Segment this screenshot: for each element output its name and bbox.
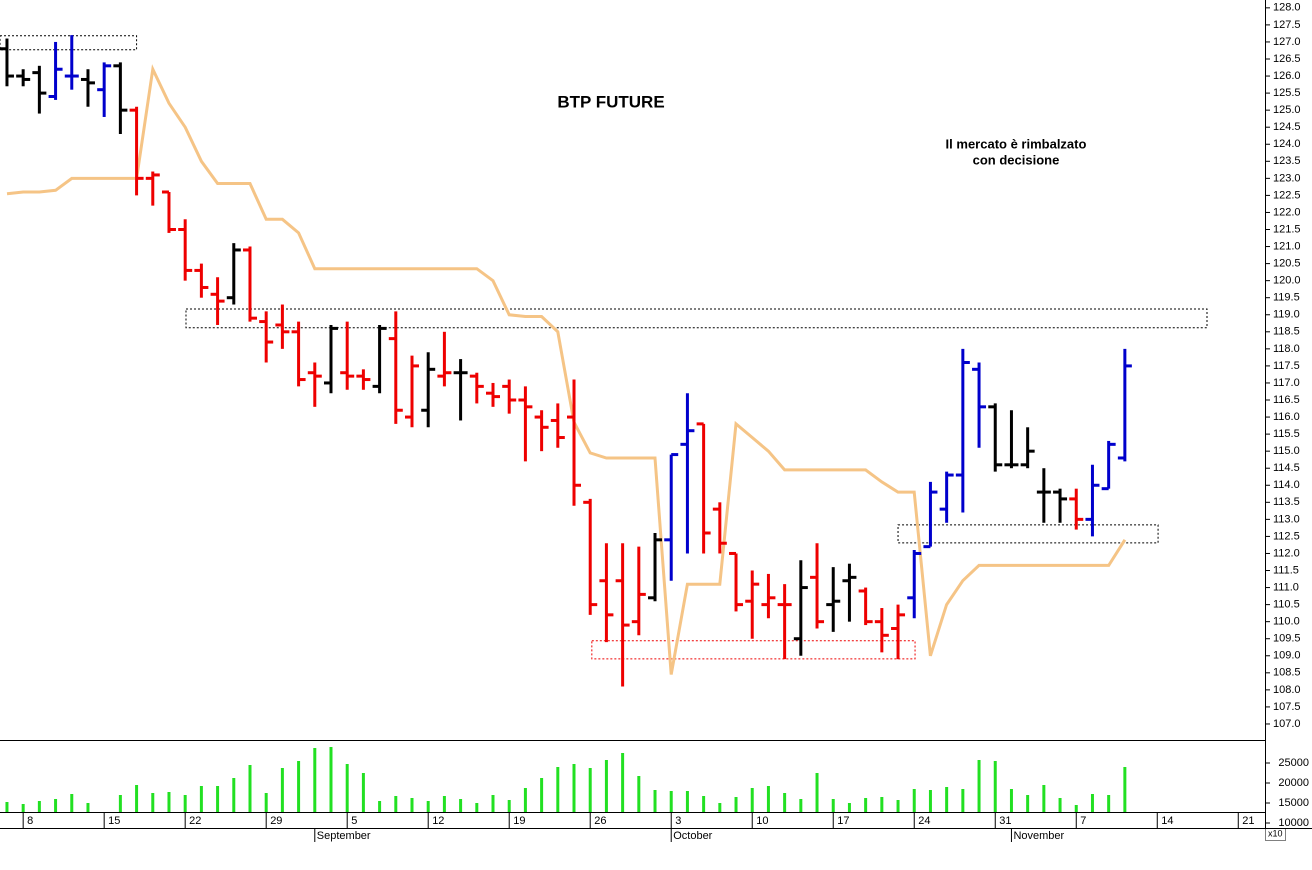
x-tick-label: 19 (513, 815, 525, 827)
y-tick-label: 125.0 (1273, 104, 1301, 116)
y-tick-label: 108.5 (1273, 667, 1301, 679)
chart-title: BTP FUTURE (557, 92, 664, 111)
y-tick-label: 121.5 (1273, 223, 1301, 235)
scale-box (1265, 828, 1286, 841)
x-tick-label: 26 (594, 815, 606, 827)
y-tick-label: 115.5 (1273, 428, 1300, 440)
y-tick-label: 109.0 (1273, 650, 1301, 662)
month-label: November (1013, 830, 1064, 842)
zone (591, 640, 916, 660)
y-tick-label: 113.5 (1273, 496, 1300, 508)
y-tick-label: 114.5 (1273, 462, 1300, 474)
y-tick-label: 114.0 (1273, 479, 1300, 491)
y-tick-label: 115.0 (1273, 445, 1300, 457)
y-tick-label: 111.5 (1273, 564, 1299, 576)
y-tick-label: 107.0 (1273, 718, 1301, 730)
y-tick-label: 127.0 (1273, 36, 1301, 48)
y-tick-label: 25000 (1278, 757, 1309, 769)
scale-note: x10 (1268, 828, 1283, 838)
y-tick-label: 107.5 (1273, 701, 1301, 713)
y-tick-label: 118.5 (1273, 326, 1300, 338)
y-tick-label: 110.0 (1273, 616, 1300, 628)
annotation: con decisione (973, 152, 1060, 167)
y-tick-label: 116.0 (1273, 411, 1300, 423)
x-tick-label: 15 (108, 815, 120, 827)
y-tick-label: 116.5 (1273, 394, 1300, 406)
y-tick-label: 118.0 (1273, 343, 1300, 355)
y-tick-label: 123.0 (1273, 172, 1301, 184)
y-tick-label: 117.0 (1273, 377, 1300, 389)
y-tick-label: 122.0 (1273, 206, 1301, 218)
y-tick-label: 127.5 (1273, 19, 1301, 31)
x-tick-label: 24 (918, 815, 930, 827)
y-tick-label: 110.5 (1273, 599, 1300, 611)
y-tick-label: 109.5 (1273, 633, 1301, 645)
y-tick-label: 10000 (1278, 817, 1309, 829)
x-tick-label: 3 (675, 815, 681, 827)
y-tick-label: 125.5 (1273, 87, 1301, 99)
x-tick-label: 29 (270, 815, 282, 827)
x-tick-label: 8 (27, 815, 33, 827)
x-tick-label: 21 (1242, 815, 1254, 827)
y-tick-label: 15000 (1278, 797, 1309, 809)
y-tick-label: 124.5 (1273, 121, 1301, 133)
month-label: October (673, 830, 712, 842)
x-tick-label: 17 (837, 815, 849, 827)
y-tick-label: 120.0 (1273, 275, 1301, 287)
y-tick-label: 120.5 (1273, 258, 1301, 270)
y-tick-label: 122.5 (1273, 189, 1301, 201)
y-tick-label: 111.0 (1273, 581, 1299, 593)
zone (897, 524, 1159, 544)
x-tick-label: 7 (1080, 815, 1086, 827)
trailing-line (6, 64, 1127, 675)
x-tick-label: 12 (432, 815, 444, 827)
x-tick-label: 5 (351, 815, 357, 827)
x-tick-label: 22 (189, 815, 201, 827)
y-tick-label: 126.5 (1273, 53, 1301, 65)
month-label: September (317, 830, 371, 842)
y-tick-label: 121.0 (1273, 240, 1301, 252)
y-tick-label: 113.0 (1273, 513, 1300, 525)
y-tick-label: 20000 (1278, 777, 1309, 789)
x-tick-label: 31 (999, 815, 1011, 827)
y-tick-label: 123.5 (1273, 155, 1301, 167)
y-tick-label: 124.0 (1273, 138, 1301, 150)
x-tick-label: 14 (1161, 815, 1173, 827)
zone (0, 35, 138, 51)
y-tick-label: 119.0 (1273, 309, 1300, 321)
y-tick-label: 119.5 (1273, 292, 1300, 304)
x-tick-label: 10 (756, 815, 768, 827)
y-tick-label: 112.0 (1273, 547, 1300, 559)
y-tick-label: 108.0 (1273, 684, 1301, 696)
y-tick-label: 117.5 (1273, 360, 1300, 372)
y-tick-label: 128.0 (1273, 2, 1301, 14)
annotation: Il mercato è rimbalzato (946, 136, 1087, 151)
y-tick-label: 112.5 (1273, 530, 1300, 542)
y-tick-label: 126.0 (1273, 70, 1301, 82)
